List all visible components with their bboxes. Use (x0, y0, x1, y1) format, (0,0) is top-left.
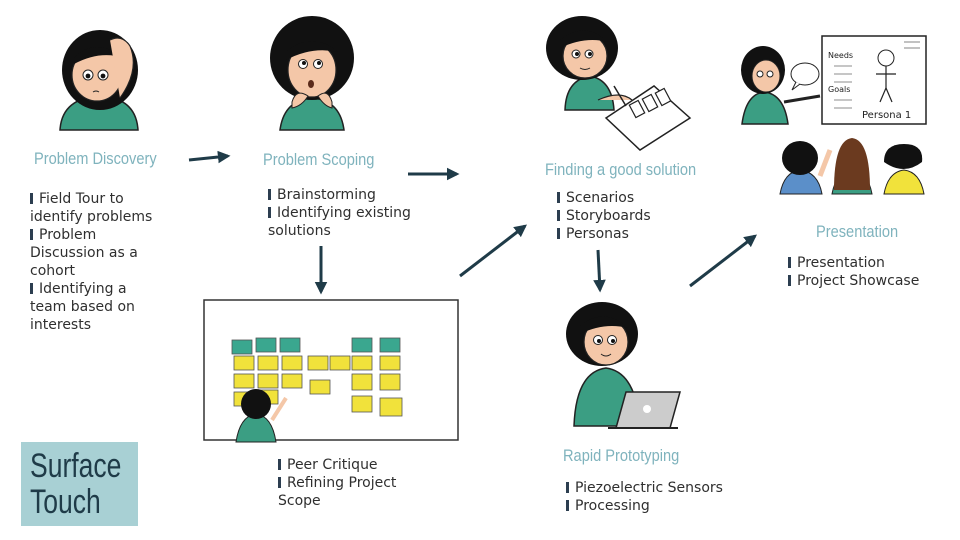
prototyping-item: Piezoelectric Sensors (566, 479, 746, 497)
badge-line-2: Touch (30, 483, 101, 521)
presentation-item: Presentation (788, 254, 948, 272)
persona-name-label: Persona 1 (862, 110, 911, 121)
person-discovery-illustration (59, 30, 139, 131)
critique-activity-list: Peer Critique Refining Project Scope (278, 456, 418, 510)
scoping-item: Brainstorming (268, 186, 428, 204)
solution-item: Scenarios (557, 189, 697, 207)
presenter-illustration: Needs Goals Persona 1 (741, 35, 927, 125)
discovery-item: Problem Discussion as a cohort (30, 226, 160, 280)
person-scoping-illustration (270, 16, 354, 131)
arrow-discovery-to-scoping (188, 150, 231, 164)
badge-line-1: Surface (30, 447, 122, 485)
discovery-item: Identifying a team based on interests (30, 280, 160, 334)
arrow-critique-to-solution (459, 224, 527, 278)
critique-item: Peer Critique (278, 456, 418, 474)
stage-title-problem-scoping: Problem Scoping (263, 150, 375, 169)
stage-title-finding-solution: Finding a good solution (545, 160, 697, 179)
critique-item: Refining Project Scope (278, 474, 418, 510)
solution-item: Personas (557, 225, 697, 243)
discovery-activity-list: Field Tour to identify problems Problem … (30, 190, 160, 334)
stage-title-rapid-prototyping: Rapid Prototyping (563, 446, 680, 465)
surface-touch-badge: Surface Touch (21, 442, 138, 526)
persona-needs-label: Needs (828, 51, 853, 60)
solution-item: Storyboards (557, 207, 697, 225)
scoping-item: Identifying existing solutions (268, 204, 428, 240)
solution-activity-list: Scenarios Storyboards Personas (557, 189, 697, 243)
discovery-item: Field Tour to identify problems (30, 190, 160, 226)
prototyping-activity-list: Piezoelectric Sensors Processing (566, 479, 746, 515)
persona-goals-label: Goals (828, 85, 850, 94)
person-solution-illustration (546, 16, 692, 151)
presentation-item: Project Showcase (788, 272, 948, 290)
person-prototyping-illustration (566, 302, 681, 429)
presentation-activity-list: Presentation Project Showcase (788, 254, 948, 290)
arrow-solution-to-prototyping (593, 249, 606, 293)
stage-title-problem-discovery: Problem Discovery (34, 149, 157, 168)
stage-title-presentation: Presentation (816, 222, 899, 241)
prototyping-item: Processing (566, 497, 746, 515)
whiteboard-illustration (203, 299, 459, 443)
scoping-activity-list: Brainstorming Identifying existing solut… (268, 186, 428, 240)
audience-illustration (779, 138, 925, 195)
arrow-prototyping-to-presentation (689, 234, 757, 288)
